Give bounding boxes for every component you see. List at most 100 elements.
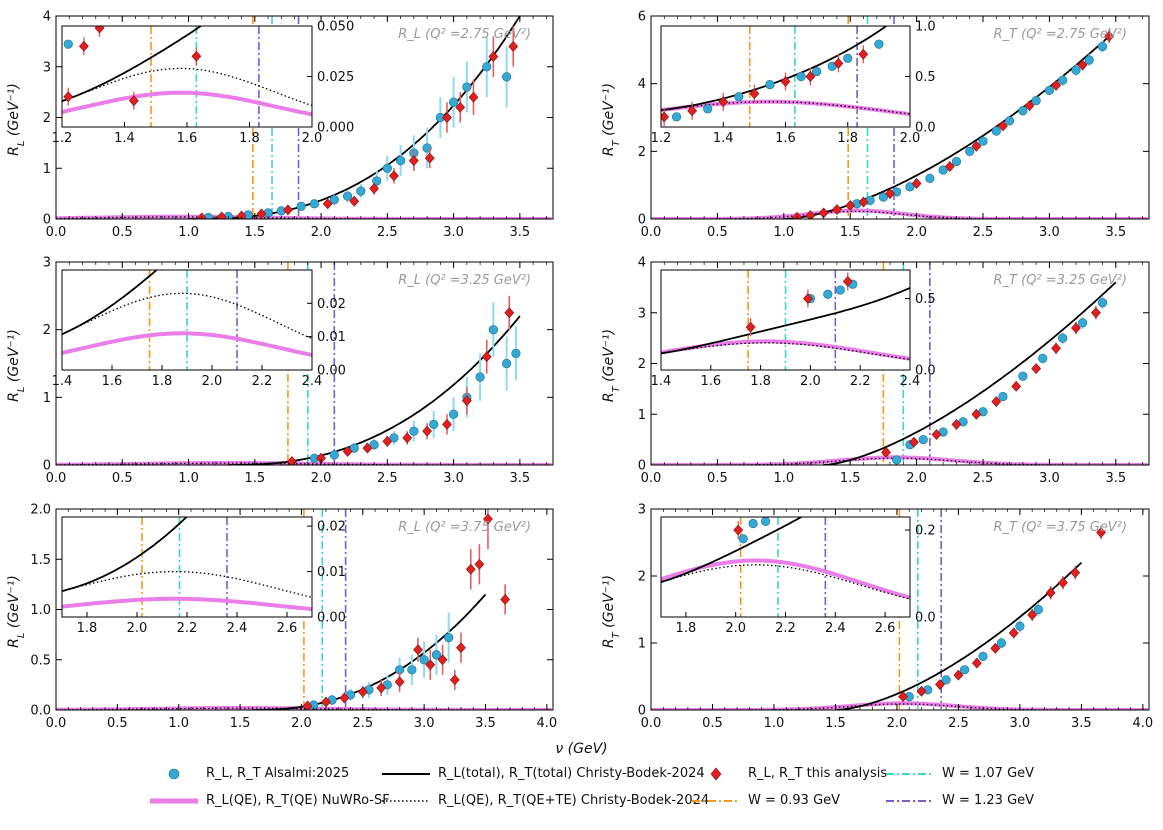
alsalmi-point	[475, 372, 485, 382]
total-curve	[823, 281, 1117, 465]
qe-cb-curve	[651, 210, 1148, 219]
inset-y-tick-label: 0.0	[915, 121, 936, 136]
inset-plot-area	[661, 517, 910, 617]
axes-frame	[650, 508, 1150, 711]
alsalmi-point	[938, 165, 948, 175]
this-point	[500, 594, 511, 605]
this-point	[382, 435, 393, 447]
y-tick-label: 2	[43, 323, 51, 338]
y-tick-label: 0	[638, 459, 646, 474]
y-axis-label: RL (GeV⁻¹)	[6, 575, 27, 648]
inset-x-tick-label: 2.0	[127, 621, 148, 636]
x-tick-label: 1.5	[230, 716, 251, 731]
alsalmi-point	[409, 426, 419, 436]
inset-alsalmi-point	[63, 39, 73, 49]
inset-this-point	[749, 88, 760, 100]
inset-x-tick-label: 1.6	[775, 131, 796, 146]
inset-x-tick-label: 2.0	[900, 131, 921, 146]
this-point	[322, 198, 333, 210]
y-axis-label: RT (GeV⁻¹)	[601, 575, 622, 648]
x-tick-label: 0.0	[641, 471, 662, 486]
y-tick-label: 0.0	[30, 704, 51, 719]
inset-y-tick-label: 0.000	[317, 121, 354, 136]
x-tick-label: 0.5	[112, 471, 133, 486]
this-point	[1077, 59, 1088, 71]
alsalmi-point	[1097, 298, 1108, 308]
inset-qe-nuwro-curve	[62, 596, 312, 612]
this-point	[916, 685, 927, 697]
x-tick-label: 2.5	[352, 716, 373, 731]
alsalmi-point	[978, 136, 988, 146]
legend-item-nuwro: R_L(QE), R_T(QE) NuWRo-SF	[148, 793, 390, 808]
inset-x-tick-label: 1.8	[750, 374, 771, 389]
inset-RT_275: 1.2 1.4 1.6 1.8 2.00.0 0.5 1.0	[651, 20, 936, 147]
y-tick-label: 4	[638, 256, 646, 271]
alsalmi-point	[349, 443, 359, 453]
y-tick-label: 0	[43, 213, 51, 228]
alsalmi-point	[1033, 604, 1043, 615]
panel-RL_375: 0.0 0.5 1.0 1.5 2.0 2.5 3.0 3.5 4.0 0.0 0.5 1.0 1.5 2…	[30, 503, 558, 732]
x-tick-label: 1.0	[773, 471, 794, 486]
this-point	[481, 351, 492, 363]
inset-qe-cb-curve	[661, 342, 910, 360]
alsalmi-point	[462, 82, 472, 92]
this-point	[488, 51, 499, 63]
this-point	[376, 682, 387, 694]
inset-x-tick-label: 2.4	[227, 621, 248, 636]
this-point	[442, 418, 452, 430]
this-point	[1090, 307, 1101, 319]
inset-x-tick-label: 1.8	[77, 621, 98, 636]
this-point	[1045, 587, 1056, 599]
inset-x-tick-label: 2.0	[202, 374, 223, 389]
x-tick-label: 2.5	[377, 471, 398, 486]
alsalmi-point	[502, 72, 512, 82]
panel-RL_275: 0.0 0.5 1.0 1.5 2.0 2.5 3.0 3.5 0 1 2 3 4 R_L (Q² =2.…	[43, 10, 554, 240]
x-tick-label: 4.0	[537, 716, 558, 731]
this-point	[971, 140, 982, 152]
alsalmi-point	[429, 419, 439, 430]
x-axis-label: ν (GeV)	[555, 741, 608, 757]
y-axis-label-group: RT (GeV⁻¹)	[601, 329, 622, 402]
this-point	[508, 41, 519, 52]
this-point	[283, 204, 293, 216]
this-point	[236, 210, 247, 219]
x-tick-label: 1.0	[178, 471, 199, 486]
y-axis-label: RL (GeV⁻¹)	[6, 329, 27, 402]
y-axis-label-group: RT (GeV⁻¹)	[601, 83, 622, 156]
panel-annotation: R_T (Q² =3.75 GeV²)	[994, 520, 1127, 535]
this-point	[422, 425, 432, 437]
x-tick-label: 2.5	[377, 225, 398, 240]
this-point	[349, 195, 360, 207]
this-point	[437, 654, 448, 666]
y-tick-label: 0.5	[30, 653, 51, 668]
x-tick-label: 0.5	[107, 716, 128, 731]
alsalmi-point	[1058, 333, 1068, 343]
legend-diamond-icon	[690, 767, 742, 781]
this-point	[935, 679, 945, 690]
x-tick-label: 2.5	[973, 471, 994, 486]
alsalmi-point	[296, 201, 306, 211]
alsalmi-point	[369, 440, 379, 450]
inset-x-tick-label: 2.0	[302, 131, 323, 146]
alsalmi-point	[488, 325, 498, 335]
x-tick-label: 0.0	[46, 471, 67, 486]
inset-alsalmi-point	[823, 289, 833, 299]
x-tick-label: 1.0	[773, 225, 794, 240]
inset-frame	[61, 269, 313, 371]
x-tick-label: 3.0	[1039, 471, 1060, 486]
x-tick-label: 1.5	[244, 471, 265, 486]
this-point	[1031, 363, 1042, 375]
y-tick-label: 0	[638, 704, 646, 719]
x-tick-label: 2.5	[973, 225, 994, 240]
this-point	[504, 307, 515, 319]
legend-label: R_L(QE), R_T(QE+TE) Christy-Bodek-2024	[438, 793, 710, 808]
inset-this-point	[718, 96, 729, 108]
y-axis-label: RT (GeV⁻¹)	[601, 83, 622, 156]
this-point	[424, 152, 435, 164]
alsalmi-point	[444, 633, 454, 643]
alsalmi-point	[1058, 75, 1068, 85]
alsalmi-point	[918, 435, 928, 445]
x-tick-label: 2.5	[948, 716, 969, 731]
y-tick-label: 2	[638, 145, 646, 160]
alsalmi-point	[449, 97, 459, 107]
